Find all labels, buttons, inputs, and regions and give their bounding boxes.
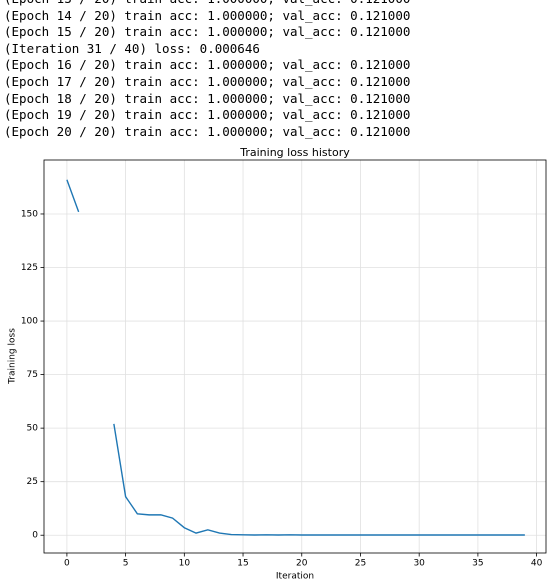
x-tick-label: 25 <box>355 559 366 569</box>
console-line: (Epoch 16 / 20) train acc: 1.000000; val… <box>4 57 411 73</box>
y-tick-label: 125 <box>21 263 38 273</box>
console-line: (Epoch 17 / 20) train acc: 1.000000; val… <box>4 73 411 89</box>
console-line: (Iteration 31 / 40) loss: 0.000646 <box>4 40 260 56</box>
x-axis-label: Iteration <box>276 572 314 582</box>
y-tick-label: 100 <box>21 317 38 327</box>
x-tick-label: 10 <box>179 559 191 569</box>
console-line: (Epoch 14 / 20) train acc: 1.000000; val… <box>4 7 411 23</box>
chart-title: Training loss history <box>239 146 350 159</box>
x-tick-label: 15 <box>237 559 248 569</box>
x-tick-label: 20 <box>296 559 308 569</box>
console-line: (Epoch 20 / 20) train acc: 1.000000; val… <box>4 123 411 139</box>
console-line: (Epoch 19 / 20) train acc: 1.000000; val… <box>4 107 411 123</box>
x-tick-label: 35 <box>472 559 483 569</box>
y-tick-label: 150 <box>21 209 38 219</box>
x-tick-label: 40 <box>531 559 543 569</box>
y-tick-label: 0 <box>32 531 38 541</box>
x-tick-label: 5 <box>123 559 129 569</box>
console-line: (Epoch 15 / 20) train acc: 1.000000; val… <box>4 24 411 40</box>
x-tick-label: 30 <box>413 559 425 569</box>
plot-frame <box>43 159 547 554</box>
console-line: (Epoch 13 / 20) train acc: 1.000000; val… <box>4 0 410 8</box>
y-tick-label: 75 <box>27 370 38 380</box>
x-tick-label: 0 <box>64 559 70 569</box>
y-axis-label: Training loss <box>8 328 18 385</box>
console-line: (Epoch 18 / 20) train acc: 1.000000; val… <box>4 90 411 106</box>
y-tick-label: 50 <box>27 424 39 434</box>
console-output: (Epoch 13 / 20) train acc: 1.000000; val… <box>4 0 410 140</box>
loss-line <box>66 179 525 536</box>
y-tick-label: 25 <box>27 477 38 487</box>
